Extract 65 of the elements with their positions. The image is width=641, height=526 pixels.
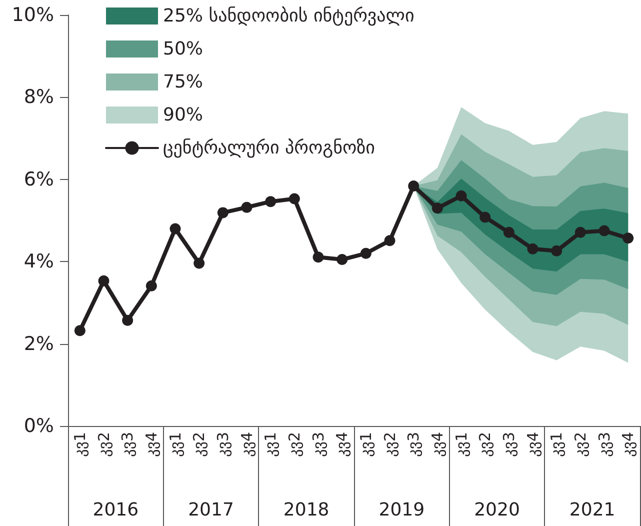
point: [480, 212, 491, 223]
point: [217, 207, 228, 218]
point: [622, 232, 634, 244]
text: 2021: [569, 500, 616, 520]
x-tick-label: კვ3: [595, 432, 614, 457]
x-tick-label: კვ2: [380, 432, 399, 457]
x-tick-label: კვ4: [333, 432, 352, 457]
point: [194, 258, 205, 269]
point: [74, 325, 86, 336]
text: 2019: [378, 500, 425, 520]
y-tick-label: 4%: [24, 250, 54, 273]
point: [360, 248, 372, 259]
point: [574, 226, 586, 238]
point: [456, 190, 467, 202]
legend-label: 75%: [163, 72, 204, 92]
point: [551, 245, 562, 256]
y-tick-label: 2%: [24, 332, 54, 355]
text: 2018: [283, 500, 330, 520]
y-tick-label: 0%: [24, 415, 54, 437]
x-tick-label: კვ3: [214, 432, 232, 457]
point: [408, 180, 420, 192]
point: [527, 243, 538, 254]
x-tick-label: კვ2: [476, 432, 494, 457]
x-tick-label: კვ1: [166, 432, 184, 457]
legend-label: 90%: [163, 104, 204, 126]
x-tick-label: კვ1: [548, 432, 566, 457]
point: [432, 202, 443, 214]
point: [336, 254, 348, 266]
point: [98, 275, 110, 286]
y-tick-label: 10%: [12, 4, 54, 26]
x-tick-label: კვ4: [428, 432, 446, 457]
point: [503, 226, 514, 238]
text: 2020: [474, 500, 520, 520]
x-tick-label: კვ1: [356, 432, 375, 457]
x-tick-label: კვ4: [142, 432, 160, 457]
x-tick-label: კვ3: [118, 432, 137, 457]
x-tick-label: კვ2: [571, 432, 590, 457]
legend-label: 25% სანდოობის ინტერვალი: [163, 6, 414, 26]
point: [122, 314, 134, 326]
x-tick-label: კვ3: [500, 432, 518, 457]
text: 2017: [188, 500, 234, 520]
point: [288, 193, 300, 204]
x-tick-label: კვ4: [524, 432, 542, 457]
x-tick-label: კვ3: [404, 432, 423, 457]
point: [598, 225, 610, 236]
point: [146, 280, 157, 292]
point: [265, 196, 276, 208]
x-tick-label: კვ3: [309, 432, 328, 457]
y-tick-label: 8%: [24, 86, 54, 108]
legend-label: 50%: [163, 38, 204, 60]
x-tick-label: კვ1: [262, 432, 280, 457]
x-tick-label: კვ1: [452, 432, 470, 457]
x-tick-label: კვ1: [70, 432, 89, 457]
x-tick-label: კვ2: [94, 432, 113, 457]
point: [241, 202, 252, 213]
text: 2016: [92, 500, 139, 520]
point: [170, 223, 181, 234]
x-tick-label: კვ2: [190, 432, 208, 457]
y-tick-label: 6%: [24, 168, 54, 190]
x-tick-label: კვ2: [285, 432, 304, 457]
legend-label: ცენტრალური პროგნოზი: [163, 138, 375, 158]
point: [312, 252, 324, 263]
x-tick-label: კვ4: [619, 432, 638, 457]
point: [384, 235, 396, 246]
x-tick-label: კვ4: [238, 432, 256, 457]
